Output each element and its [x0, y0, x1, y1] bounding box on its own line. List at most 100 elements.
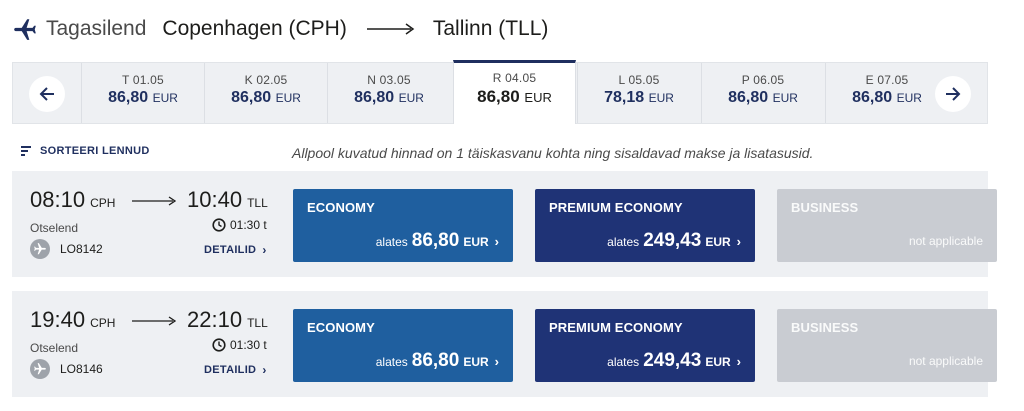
prev-dates-button[interactable]: [29, 76, 65, 112]
date-label: K 02.05: [244, 73, 288, 87]
airline-logo-icon: [30, 239, 50, 259]
departure-time: 08:10: [30, 187, 86, 212]
fare-amount: 86,80: [411, 230, 460, 251]
departure-time: 19:40: [30, 307, 86, 332]
departure-airport: CPH: [90, 196, 116, 210]
arrival-time: 10:40: [187, 187, 243, 212]
page-header: Tagasilend Copenhagen (CPH) Tallinn (TLL…: [12, 12, 548, 46]
next-dates-button[interactable]: [935, 76, 971, 112]
price-note: Allpool kuvatud hinnad on 1 täiskasvanu …: [292, 145, 814, 161]
sort-flights-button[interactable]: SORTEERI LENNUD: [20, 145, 150, 157]
date-selector: T 01.05 86,80 EUR K 02.05 86,80 EUR N 03…: [12, 60, 988, 124]
premium-economy-fare-button[interactable]: PREMIUM ECONOMY alates 249,43 EUR ›: [535, 189, 755, 262]
flight-type: Otselend: [30, 221, 79, 235]
flight-number-value: LO8142: [60, 242, 103, 256]
flight-type: Otselend: [30, 341, 79, 355]
arrival: 22:10 TLL: [187, 307, 268, 333]
economy-fare-button[interactable]: ECONOMY alates 86,80 EUR ›: [293, 309, 513, 382]
chevron-right-icon: ›: [736, 354, 741, 369]
date-label: E 07.05: [865, 73, 909, 87]
flight-number-value: LO8146: [60, 362, 103, 376]
date-option[interactable]: P 06.05 86,80 EUR: [701, 63, 824, 123]
date-price: 86,80: [852, 89, 893, 106]
clock-icon: [212, 338, 226, 352]
date-option[interactable]: K 02.05 86,80 EUR: [204, 63, 327, 123]
chevron-right-icon: ›: [262, 363, 267, 377]
airline-logo-icon: [30, 359, 50, 379]
fare-currency: EUR: [705, 235, 731, 249]
date-option[interactable]: N 03.05 86,80 EUR: [327, 63, 450, 123]
plane-icon: [12, 16, 38, 42]
fare-name: PREMIUM ECONOMY: [549, 320, 683, 335]
departure: 08:10 CPH: [30, 187, 115, 213]
details-link[interactable]: DETAILID ›: [204, 363, 267, 377]
date-price: 86,80: [108, 89, 149, 106]
flight-number: LO8146: [30, 359, 103, 379]
chevron-right-icon: ›: [494, 354, 499, 369]
duration-value: 01:30 t: [230, 218, 267, 232]
fare-name: PREMIUM ECONOMY: [549, 200, 683, 215]
origin-city: Copenhagen (CPH): [162, 17, 347, 40]
fare-name: BUSINESS: [791, 200, 859, 215]
business-fare-disabled: BUSINESS not applicable: [777, 189, 997, 262]
departure-airport: CPH: [90, 316, 116, 330]
date-price: 86,80: [477, 87, 520, 106]
fare-amount: 249,43: [643, 350, 702, 371]
fare-status: not applicable: [908, 234, 983, 248]
details-label: DETAILID: [204, 364, 257, 376]
date-option[interactable]: L 05.05 78,18 EUR: [577, 63, 700, 123]
arrival-time: 22:10: [187, 307, 243, 332]
flight-row: 08:10 CPH 10:40 TLL Otselend 01:30 t LO8…: [12, 171, 997, 277]
duration-value: 01:30 t: [230, 338, 267, 352]
arrow-left-icon: [39, 87, 54, 101]
fare-name: ECONOMY: [307, 320, 375, 335]
route-arrow-icon: [132, 316, 176, 326]
fare-currency: EUR: [463, 355, 489, 369]
sort-icon: [21, 146, 31, 156]
fare-prefix: alates: [607, 355, 640, 369]
route-arrow-icon: [132, 196, 176, 206]
sort-label: SORTEERI LENNUD: [40, 145, 150, 157]
arrow-right-icon: [946, 87, 961, 101]
date-label: T 01.05: [122, 73, 164, 87]
date-option[interactable]: T 01.05 86,80 EUR: [81, 63, 204, 123]
fare-currency: EUR: [463, 235, 489, 249]
date-price: 86,80: [728, 89, 769, 106]
date-currency: EUR: [896, 91, 922, 105]
destination-city: Tallinn (TLL): [432, 17, 549, 40]
date-label: N 03.05: [367, 73, 411, 87]
date-label: R 04.05: [492, 71, 537, 85]
flight-duration: 01:30 t: [212, 338, 267, 352]
details-label: DETAILID: [204, 244, 257, 256]
sort-row: SORTEERI LENNUD Allpool kuvatud hinnad o…: [20, 143, 1000, 163]
direction-label: Tagasilend: [46, 17, 147, 40]
fare-amount: 249,43: [643, 230, 702, 251]
arrival-airport: TLL: [247, 196, 268, 210]
date-option[interactable]: E 07.05 86,80 EUR: [825, 63, 948, 123]
chevron-right-icon: ›: [736, 234, 741, 249]
fare-price: alates 249,43 EUR ›: [607, 230, 741, 252]
date-label: L 05.05: [618, 73, 660, 87]
date-currency: EUR: [398, 91, 424, 105]
date-currency: EUR: [772, 91, 798, 105]
fare-price: alates 86,80 EUR ›: [376, 230, 499, 252]
fare-price: alates 86,80 EUR ›: [376, 350, 499, 372]
date-currency: EUR: [648, 91, 674, 105]
date-option-selected[interactable]: R 04.05 86,80 EUR: [453, 60, 576, 124]
fare-prefix: alates: [375, 355, 408, 369]
flight-number: LO8142: [30, 239, 103, 259]
economy-fare-button[interactable]: ECONOMY alates 86,80 EUR ›: [293, 189, 513, 262]
fare-price: alates 249,43 EUR ›: [607, 350, 741, 372]
fare-prefix: alates: [607, 235, 640, 249]
chevron-right-icon: ›: [494, 234, 499, 249]
premium-economy-fare-button[interactable]: PREMIUM ECONOMY alates 249,43 EUR ›: [535, 309, 755, 382]
date-label: P 06.05: [741, 73, 785, 87]
fare-name: ECONOMY: [307, 200, 375, 215]
flight-row: 19:40 CPH 22:10 TLL Otselend 01:30 t LO8…: [12, 291, 997, 397]
date-price: 86,80: [354, 89, 395, 106]
details-link[interactable]: DETAILID ›: [204, 243, 267, 257]
arrival: 10:40 TLL: [187, 187, 268, 213]
arrival-airport: TLL: [247, 316, 268, 330]
fare-status: not applicable: [908, 354, 983, 368]
flight-duration: 01:30 t: [212, 218, 267, 232]
